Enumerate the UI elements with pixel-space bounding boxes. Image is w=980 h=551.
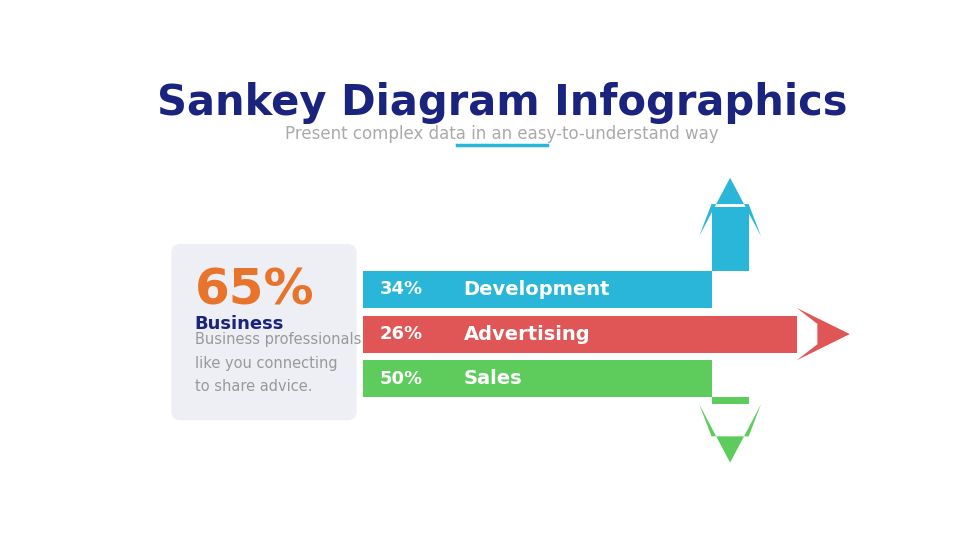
Polygon shape — [699, 404, 761, 463]
Text: 26%: 26% — [380, 325, 423, 343]
Polygon shape — [797, 308, 850, 360]
Text: 65%: 65% — [195, 266, 315, 314]
Bar — [363, 316, 797, 353]
Text: Present complex data in an easy-to-understand way: Present complex data in an easy-to-under… — [285, 125, 719, 143]
Text: Business: Business — [195, 315, 284, 333]
Text: 34%: 34% — [380, 280, 423, 299]
Bar — [711, 397, 749, 404]
Bar — [363, 271, 711, 308]
Text: 50%: 50% — [380, 370, 423, 388]
Text: Advertising: Advertising — [464, 325, 590, 344]
Polygon shape — [699, 178, 761, 236]
FancyBboxPatch shape — [172, 244, 357, 420]
Text: Sales: Sales — [464, 369, 522, 388]
Text: Development: Development — [464, 280, 610, 299]
Text: Business professionals
like you connecting
to share advice.: Business professionals like you connecti… — [195, 332, 361, 394]
Bar — [363, 360, 711, 397]
Text: Sankey Diagram Infographics: Sankey Diagram Infographics — [157, 82, 848, 124]
Bar — [711, 207, 749, 271]
